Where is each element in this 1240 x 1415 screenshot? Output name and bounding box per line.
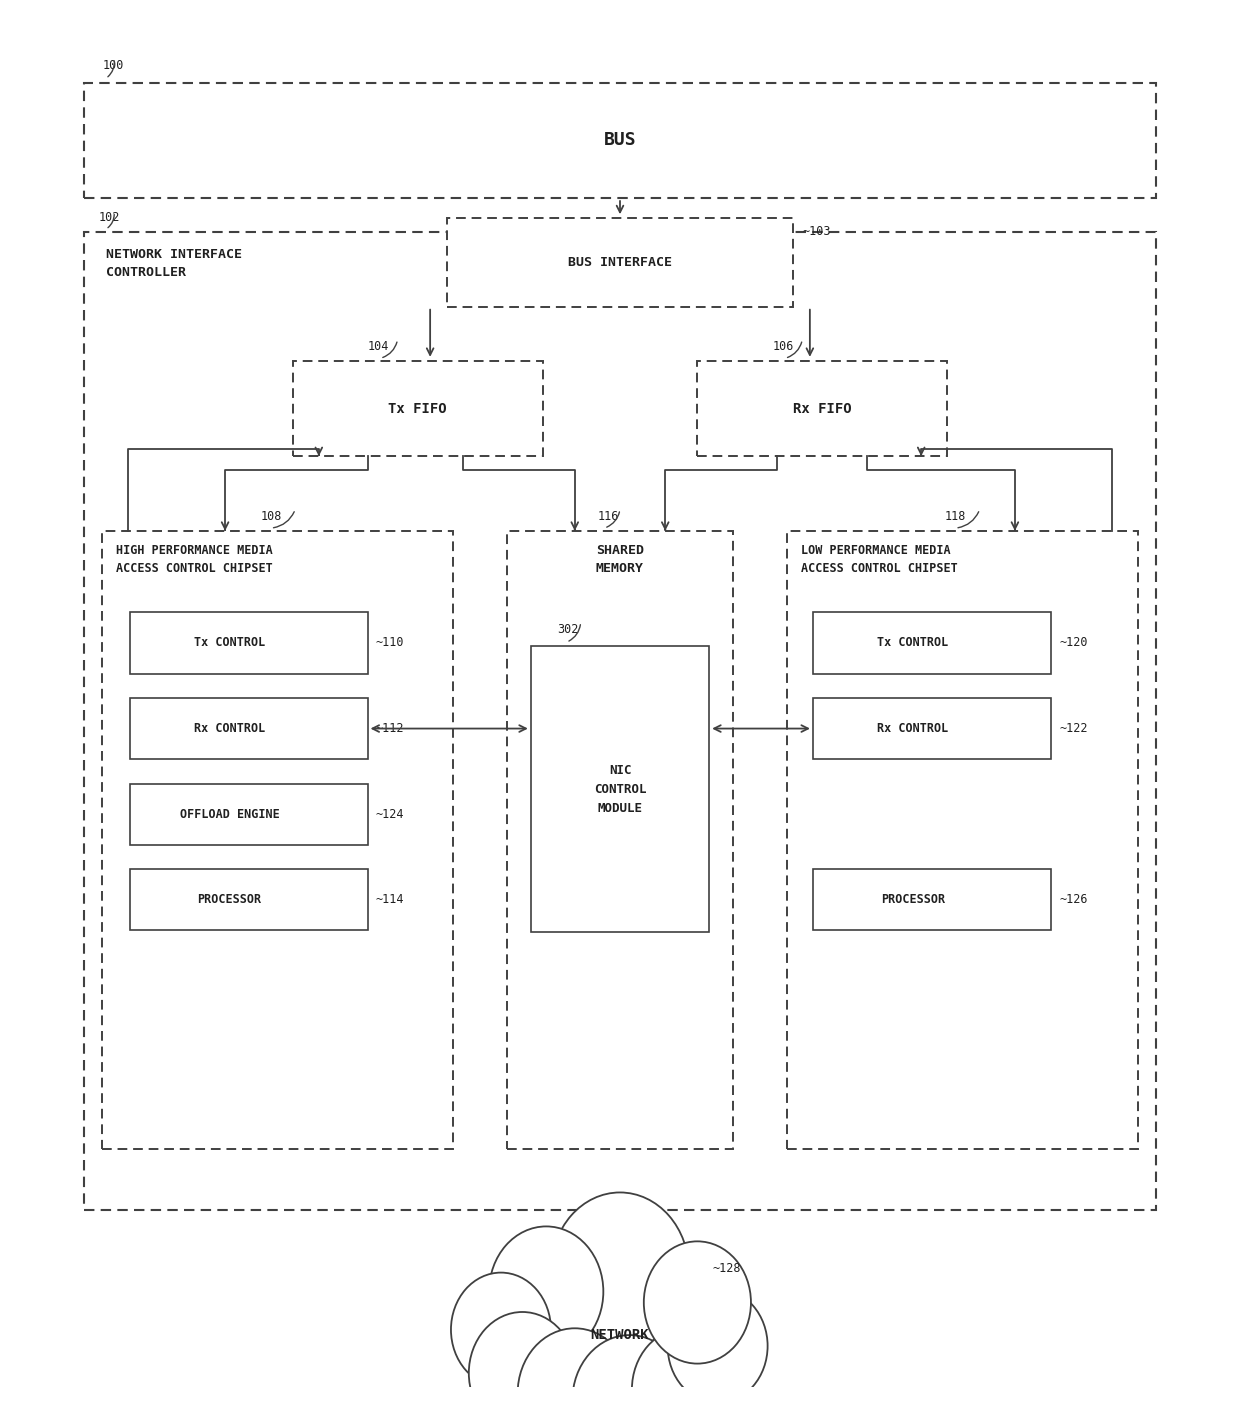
Bar [697, 361, 947, 456]
Bar [448, 218, 792, 307]
Text: ~114: ~114 [376, 893, 404, 906]
Bar [129, 869, 367, 930]
Text: HIGH PERFORMANCE MEDIA
ACCESS CONTROL CHIPSET: HIGH PERFORMANCE MEDIA ACCESS CONTROL CH… [117, 545, 273, 576]
Bar [813, 698, 1052, 758]
Text: ~124: ~124 [376, 808, 404, 821]
Text: 102: 102 [99, 211, 120, 224]
Circle shape [632, 1329, 739, 1415]
Text: ~110: ~110 [376, 637, 404, 649]
Bar [84, 232, 1156, 1210]
Text: NETWORK: NETWORK [590, 1329, 650, 1341]
Text: 116: 116 [598, 509, 619, 522]
Text: Tx CONTROL: Tx CONTROL [877, 637, 949, 649]
Text: NIC
CONTROL
MODULE: NIC CONTROL MODULE [594, 764, 646, 815]
Text: ~112: ~112 [376, 722, 404, 734]
Text: Tx FIFO: Tx FIFO [388, 402, 446, 416]
Text: ~103: ~103 [802, 225, 831, 238]
Bar [129, 784, 367, 845]
Text: 302: 302 [558, 623, 579, 635]
Text: Tx CONTROL: Tx CONTROL [193, 637, 265, 649]
Text: NETWORK INTERFACE
CONTROLLER: NETWORK INTERFACE CONTROLLER [105, 249, 242, 279]
Text: 104: 104 [367, 340, 389, 352]
Circle shape [489, 1227, 604, 1357]
Text: Rx CONTROL: Rx CONTROL [877, 722, 949, 734]
Bar [531, 647, 709, 931]
Bar [102, 531, 454, 1149]
Text: Rx CONTROL: Rx CONTROL [193, 722, 265, 734]
Text: PROCESSOR: PROCESSOR [880, 893, 945, 906]
Bar [507, 531, 733, 1149]
Circle shape [644, 1241, 751, 1364]
Text: Rx FIFO: Rx FIFO [794, 402, 852, 416]
Circle shape [551, 1193, 689, 1350]
Text: 106: 106 [773, 340, 794, 352]
Text: PROCESSOR: PROCESSOR [197, 893, 262, 906]
Text: BUS INTERFACE: BUS INTERFACE [568, 256, 672, 269]
Text: OFFLOAD ENGINE: OFFLOAD ENGINE [180, 808, 279, 821]
Circle shape [469, 1312, 575, 1415]
Circle shape [573, 1336, 687, 1415]
Text: ~122: ~122 [1059, 722, 1087, 734]
Bar [84, 82, 1156, 198]
Text: ~126: ~126 [1059, 893, 1087, 906]
Text: 118: 118 [945, 509, 966, 522]
Text: 108: 108 [260, 509, 281, 522]
Text: ~120: ~120 [1059, 637, 1087, 649]
Text: LOW PERFORMANCE MEDIA
ACCESS CONTROL CHIPSET: LOW PERFORMANCE MEDIA ACCESS CONTROL CHI… [801, 545, 957, 576]
Text: ~128: ~128 [713, 1262, 742, 1275]
Bar [129, 613, 367, 674]
Circle shape [667, 1289, 768, 1404]
Circle shape [517, 1329, 632, 1415]
Bar [129, 698, 367, 758]
Text: 100: 100 [102, 59, 124, 72]
Text: SHARED
MEMORY: SHARED MEMORY [596, 545, 644, 576]
Bar [813, 869, 1052, 930]
Bar [786, 531, 1138, 1149]
Text: BUS: BUS [604, 132, 636, 150]
Circle shape [451, 1272, 551, 1387]
Bar [813, 613, 1052, 674]
Bar [293, 361, 543, 456]
